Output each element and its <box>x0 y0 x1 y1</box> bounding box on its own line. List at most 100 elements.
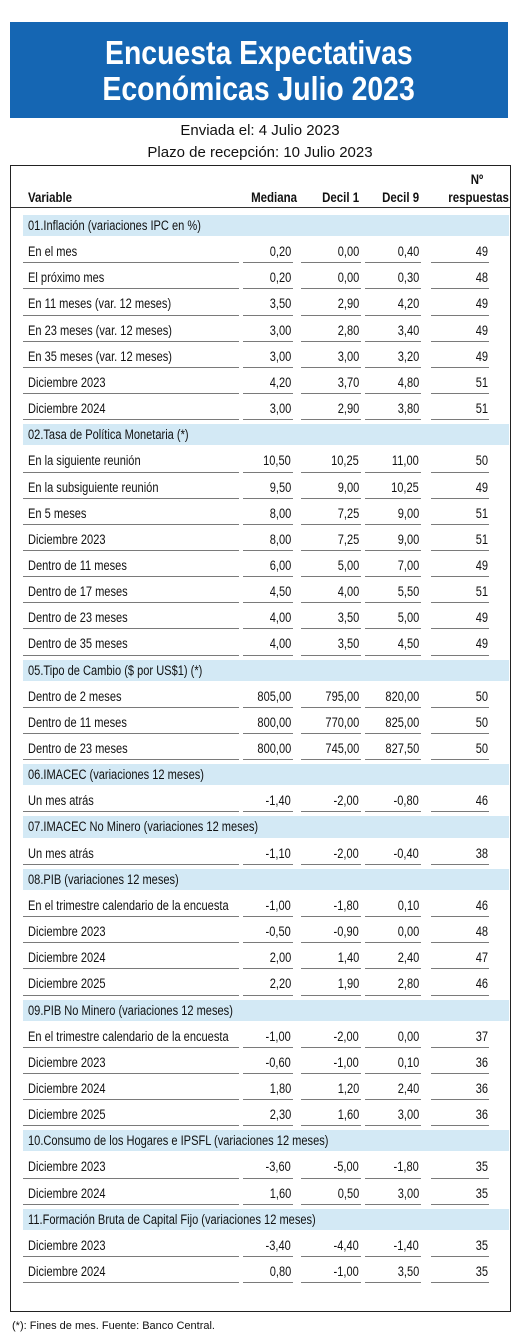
row-label: En 35 meses (var. 12 meses) <box>28 349 238 365</box>
cell-rule <box>301 549 361 551</box>
cell-value: 3,00 <box>299 349 359 365</box>
cell-value: 0,00 <box>299 270 359 286</box>
cell-rule <box>243 1203 293 1205</box>
cell-rule <box>23 942 239 944</box>
row-label: En 23 meses (var. 12 meses) <box>28 323 238 339</box>
cell-value-text: 4,50 <box>269 584 291 600</box>
cell-value-text: 3,00 <box>269 348 291 364</box>
cell-value-text: -5,00 <box>333 1159 359 1175</box>
cell-rule <box>23 916 239 918</box>
row-label-text: Diciembre 2024 <box>28 1185 106 1201</box>
section-title-text: 01.Inflación (variaciones IPC en %) <box>28 218 201 233</box>
row-label: Diciembre 2025 <box>28 976 238 992</box>
cell-value: 1,60 <box>241 1186 291 1202</box>
cell-rule <box>431 549 489 551</box>
row-label-text: En el trimestre calendario de la encuest… <box>28 897 229 913</box>
column-header: Mediana <box>241 189 297 205</box>
cell-rule <box>23 1125 239 1127</box>
cell-rule <box>365 1072 421 1074</box>
cell-rule <box>431 759 489 761</box>
cell-value: -3,40 <box>241 1238 291 1254</box>
cell-rule <box>365 706 421 708</box>
cell-value-text: 820,00 <box>385 688 419 704</box>
cell-value-text: 0,10 <box>397 1054 419 1070</box>
section-title: 11.Formación Bruta de Capital Fijo (vari… <box>28 1212 498 1228</box>
cell-rule <box>301 1046 361 1048</box>
cell-rule <box>365 314 421 316</box>
cell-rule <box>243 288 293 290</box>
cell-rule <box>365 628 421 630</box>
cell-rule <box>365 1203 421 1205</box>
row-label: En 5 meses <box>28 506 238 522</box>
cell-value-text: 0,20 <box>269 244 291 260</box>
cell-value-text: 36 <box>475 1054 488 1070</box>
column-header-text: Decil 1 <box>321 189 359 205</box>
cell-value: 770,00 <box>299 715 359 731</box>
row-label: En la subsiguiente reunión <box>28 480 238 496</box>
section-title: 01.Inflación (variaciones IPC en %) <box>28 218 498 234</box>
cell-rule <box>23 1177 239 1179</box>
row-label: Dentro de 23 meses <box>28 610 238 626</box>
cell-value-text: 50 <box>475 741 488 756</box>
cell-rule <box>365 523 421 525</box>
cell-rule <box>301 340 361 342</box>
cell-rule <box>243 916 293 918</box>
cell-value-text: 1,60 <box>337 1107 359 1123</box>
section-title-text: 11.Formación Bruta de Capital Fijo (vari… <box>28 1211 316 1227</box>
cell-value-text: 49 <box>475 244 488 260</box>
header-rule <box>11 207 510 208</box>
row-label-text: Diciembre 2023 <box>28 924 106 940</box>
cell-rule <box>431 602 489 604</box>
cell-value: -0,80 <box>363 793 419 809</box>
cell-value-text: 49 <box>475 322 488 338</box>
cell-value: 2,90 <box>299 401 359 417</box>
sent-date: Enviada el: 4 Julio 2023 <box>180 122 340 139</box>
cell-rule <box>243 706 293 708</box>
cell-rule <box>431 1177 489 1179</box>
row-label-text: Diciembre 2024 <box>28 401 106 417</box>
cell-value-text: 5,00 <box>397 610 419 626</box>
cell-value-text: 1,40 <box>337 950 359 966</box>
cell-value: 827,50 <box>363 741 419 757</box>
column-header: Nº <box>431 171 483 187</box>
cell-rule <box>243 549 293 551</box>
cell-value-text: 1,60 <box>269 1185 291 1201</box>
cell-value-text: 0,00 <box>337 244 359 260</box>
cell-value-text: 827,50 <box>385 741 419 756</box>
row-label-text: Dentro de 2 meses <box>28 688 122 704</box>
cell-value: 2,40 <box>363 950 419 966</box>
cell-rule <box>243 1099 293 1101</box>
row-label-text: Diciembre 2025 <box>28 976 106 992</box>
cell-value-text: 4,50 <box>397 636 419 652</box>
cell-value-text: 0,80 <box>269 1264 291 1279</box>
cell-value: 51 <box>429 506 488 522</box>
cell-rule <box>365 968 421 970</box>
cell-value: 51 <box>429 532 488 548</box>
cell-value-text: 6,00 <box>269 557 291 573</box>
cell-value-text: -1,10 <box>265 845 291 861</box>
cell-rule <box>23 811 239 813</box>
cell-value: 3,50 <box>299 610 359 626</box>
column-header-text: respuestas <box>448 189 509 205</box>
cell-rule <box>243 497 293 499</box>
cell-value: 0,50 <box>299 1186 359 1202</box>
cell-rule <box>23 314 239 316</box>
cell-value: -1,00 <box>299 1264 359 1280</box>
row-label-text: Un mes atrás <box>28 793 94 809</box>
row-label: El próximo mes <box>28 270 238 286</box>
cell-value-text: -3,40 <box>265 1237 291 1253</box>
cell-rule <box>243 968 293 970</box>
cell-value: 4,00 <box>241 610 291 626</box>
cell-rule <box>431 916 489 918</box>
row-label-text: Diciembre 2024 <box>28 950 106 966</box>
cell-value-text: 3,50 <box>337 636 359 652</box>
cell-value: 36 <box>429 1107 488 1123</box>
cell-value-text: 49 <box>475 610 488 626</box>
cell-rule <box>23 602 239 604</box>
cell-value: 8,00 <box>241 506 291 522</box>
cell-rule <box>431 994 489 996</box>
row-label: Diciembre 2023 <box>28 1055 238 1071</box>
cell-rule <box>301 1099 361 1101</box>
cell-rule <box>301 288 361 290</box>
cell-value: 49 <box>429 558 488 574</box>
